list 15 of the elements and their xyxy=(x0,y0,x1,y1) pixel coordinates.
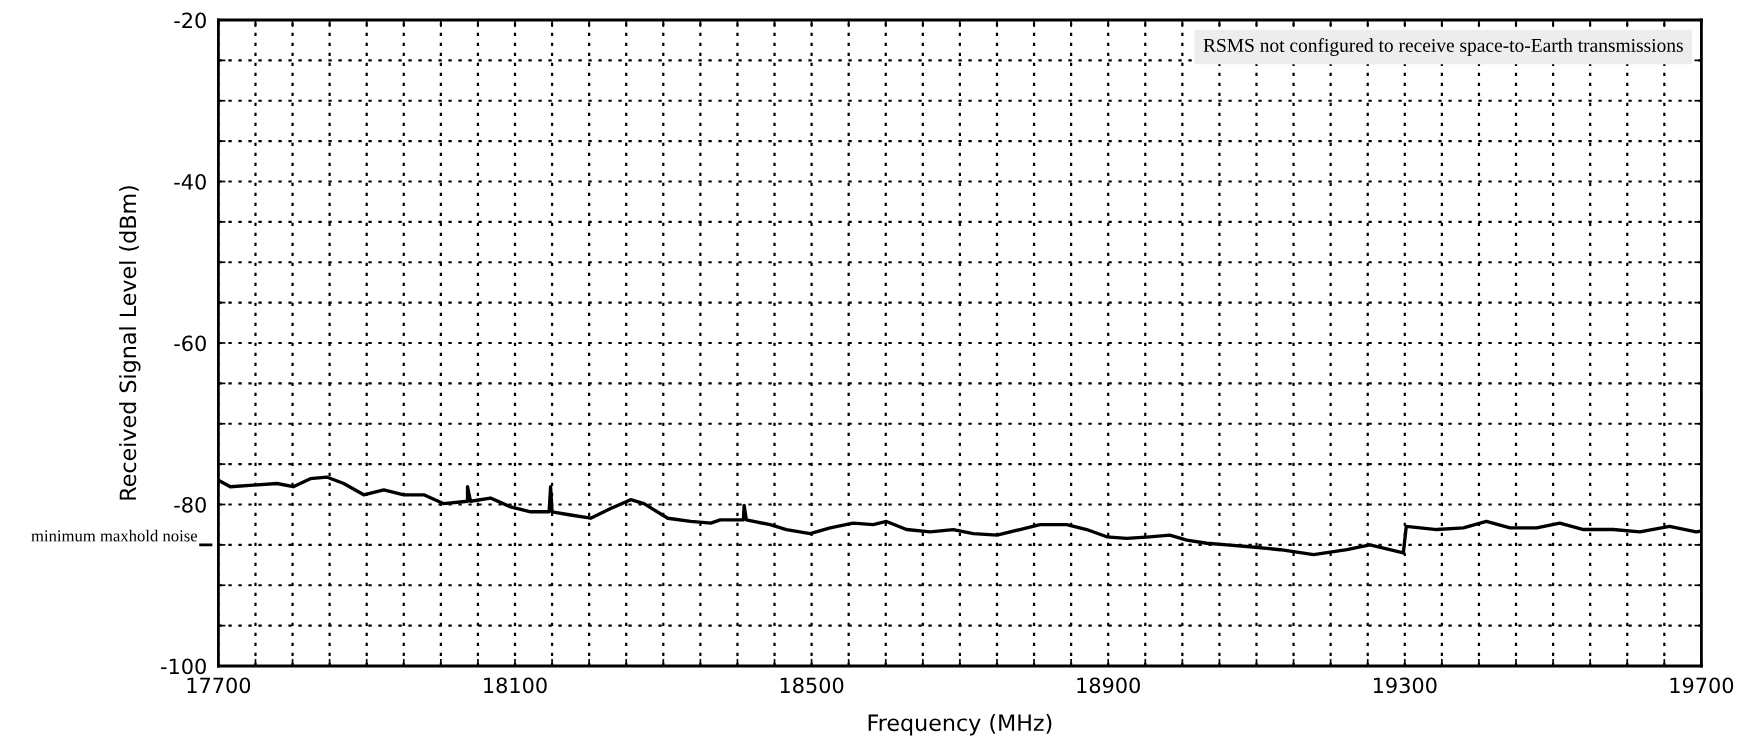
x-axis-title: Frequency (MHz) xyxy=(868,713,1052,736)
x-tick-label: 18100 xyxy=(484,677,547,694)
x-tick-label: 18500 xyxy=(780,677,844,694)
y-tick-label: -40 xyxy=(174,173,206,190)
y-tick-label: -80 xyxy=(174,496,206,513)
x-tick-label: 19300 xyxy=(1373,677,1437,694)
y-tick-label: -60 xyxy=(174,335,206,352)
y-tick-label: -20 xyxy=(174,12,206,29)
x-tick-label: 19700 xyxy=(1670,677,1734,694)
y-tick-label: -100 xyxy=(161,658,206,675)
annotation: RSMS not configured to receive space-to-Earth transmissions xyxy=(1203,38,1683,56)
x-tick-label: 17700 xyxy=(187,677,251,694)
x-tick-label: 18900 xyxy=(1077,677,1140,694)
ref-line-label: minimum maxhold noise xyxy=(31,529,198,542)
y-axis-title: Received Signal Level (dBm) xyxy=(119,186,141,500)
